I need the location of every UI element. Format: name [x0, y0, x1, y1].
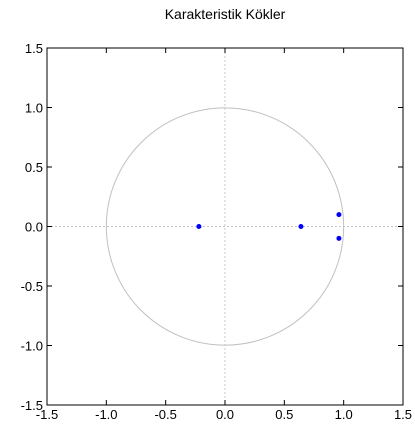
x-tick-label: -0.5: [154, 407, 176, 422]
x-tick-label: 1.5: [394, 407, 412, 422]
unit-circle: [105, 107, 345, 346]
root-point: [196, 224, 202, 229]
y-tick-label: -1.5: [21, 398, 43, 413]
x-tick-label: 0.0: [216, 407, 234, 422]
y-tick-label: 1.5: [25, 41, 43, 56]
x-tick-label: -1.5: [36, 407, 58, 422]
y-tick-label: -1.0: [21, 339, 43, 354]
root-point: [336, 235, 342, 241]
x-tick-label: -1.0: [95, 407, 117, 422]
x-tick-label: 1.0: [335, 407, 353, 422]
root-point: [336, 212, 342, 218]
chart-title: Karakteristik Kökler: [164, 6, 286, 22]
x-tick-label: 0.5: [275, 407, 293, 422]
y-tick-label: -0.5: [21, 279, 43, 294]
root-point: [298, 224, 304, 229]
y-tick-label: 0.5: [25, 160, 43, 175]
y-tick-label: 1.0: [25, 101, 43, 116]
y-tick-label: 0.0: [25, 220, 43, 235]
